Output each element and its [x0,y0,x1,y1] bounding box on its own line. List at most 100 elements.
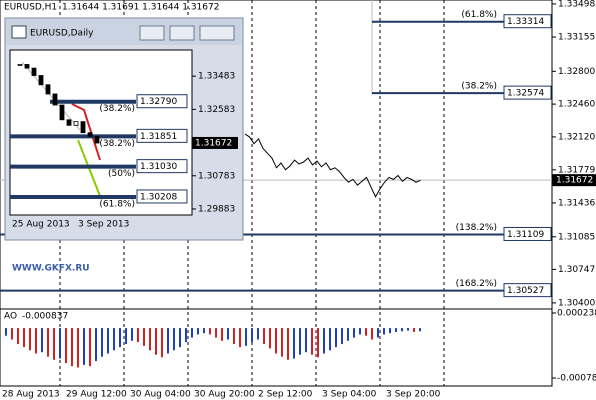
fibo-box [503,85,552,100]
fibo-label: (138.2%) [456,223,497,233]
ao-bar [173,328,175,351]
fibo-label: (61.8%) [461,10,497,20]
ao-bar [89,328,91,367]
y-tick-label: 1.30400 [558,298,595,308]
fibo-label: (61.8%) [99,199,135,209]
ao-bar [413,328,415,332]
y-tick-label: 1.33155 [558,33,595,43]
ao-bar [365,328,367,336]
last-price-box [192,136,238,149]
ao-bar [329,328,331,351]
x-tick-label: 30 Aug 20:00 [194,390,255,400]
price-line [244,133,421,198]
close-button[interactable] [199,25,235,41]
chart-title: EURUSD,H1 [4,3,57,13]
fibo-price: 1.30527 [507,286,544,296]
ao-bar [401,328,403,332]
ao-bar [11,328,13,340]
fibo-box [136,94,188,109]
y-tick-label: 1.29883 [198,204,235,214]
ao-bar [191,328,193,338]
y-tick-label: 1.30783 [198,171,235,181]
fibo-label: (38.2%) [99,139,135,149]
ao-bar [269,328,271,349]
ao-bar [245,328,247,346]
ao-bar [359,328,361,335]
ao-bar [185,328,187,343]
y-tick-label: 1.32120 [558,132,595,142]
ao-bar [143,328,145,346]
ao-bar [353,328,355,338]
last-price: 1.31672 [195,138,232,148]
fibo-box [136,159,188,174]
candle [59,104,65,121]
ao-bar [377,328,379,338]
ao-bar [263,328,265,344]
candle [52,93,58,106]
ao-bar [395,328,397,332]
window-icon [11,25,27,39]
ao-bar [131,328,133,341]
last-price-box [552,174,596,187]
x-tick-label: 3 Sep 2013 [78,220,129,230]
candle [45,84,51,95]
inset-window: EURUSD,Daily 1.33483 1.32583 1.30783 1.2988… [4,17,244,241]
ao-bar [77,328,79,368]
ao-bar [299,328,301,355]
last-price: 1.31672 [556,176,593,186]
x-tick-label: 25 Aug 2013 [12,220,70,230]
ao-bar [407,328,409,331]
x-tick-label: 29 Aug 12:00 [66,390,127,400]
ao-bar [293,328,295,359]
x-tick-label: 3 Sep 20:00 [386,390,441,400]
ao-bar [59,328,61,359]
ao-bar [281,328,283,357]
y-tick-label: 1.32460 [558,100,595,110]
maximize-button[interactable] [169,25,195,41]
ao-bar [23,328,25,348]
ao-bar [389,328,391,334]
ao-bar [197,328,199,335]
fibo-box [503,14,552,29]
ao-bar [137,328,139,343]
ao-bar [311,328,313,355]
fibo-box [503,226,552,241]
ao-bar [371,328,373,340]
y-tick-label: 1.32583 [198,105,235,115]
ao-bar [203,328,205,334]
ao-bar [35,328,37,354]
fibo-price: 1.31851 [140,132,177,142]
candle [66,119,72,126]
ao-bar [53,328,55,360]
fibo-price: 1.30208 [140,192,177,202]
y-tick-label: 1.31779 [558,165,595,175]
fibo-box [136,128,188,143]
y-tick-label: 1.33498 [558,0,595,9]
y-tick-label: 1.32800 [558,67,595,77]
chart-subtitle: 1.31644 1.31691 1.31644 1.31672 [62,3,219,13]
x-tick-label: 28 Aug 2013 [2,390,60,400]
ao-bar [65,328,67,363]
ao-value: -0.000837 [22,312,68,322]
ao-bar [275,328,277,354]
y-tick-label: -0.000787 [557,374,596,384]
x-tick-label: 3 Sep 04:00 [322,390,377,400]
ao-bar [317,328,319,358]
ao-bar [47,328,49,357]
ao-bar [107,328,109,354]
ao-bar [71,328,73,367]
ao-bar [101,328,103,357]
fibo-label: (38.2%) [461,82,497,92]
candle [17,64,23,66]
watermark: WWW.GKFX.RU [12,264,90,274]
fibo-box [503,283,552,298]
ao-bar [305,328,307,353]
ao-bar [83,328,85,365]
candle [94,135,100,144]
ao-bar [17,328,19,344]
ao-bar [257,328,259,340]
y-tick-label: 0.000238 [557,308,596,318]
minimize-button[interactable] [139,25,165,41]
